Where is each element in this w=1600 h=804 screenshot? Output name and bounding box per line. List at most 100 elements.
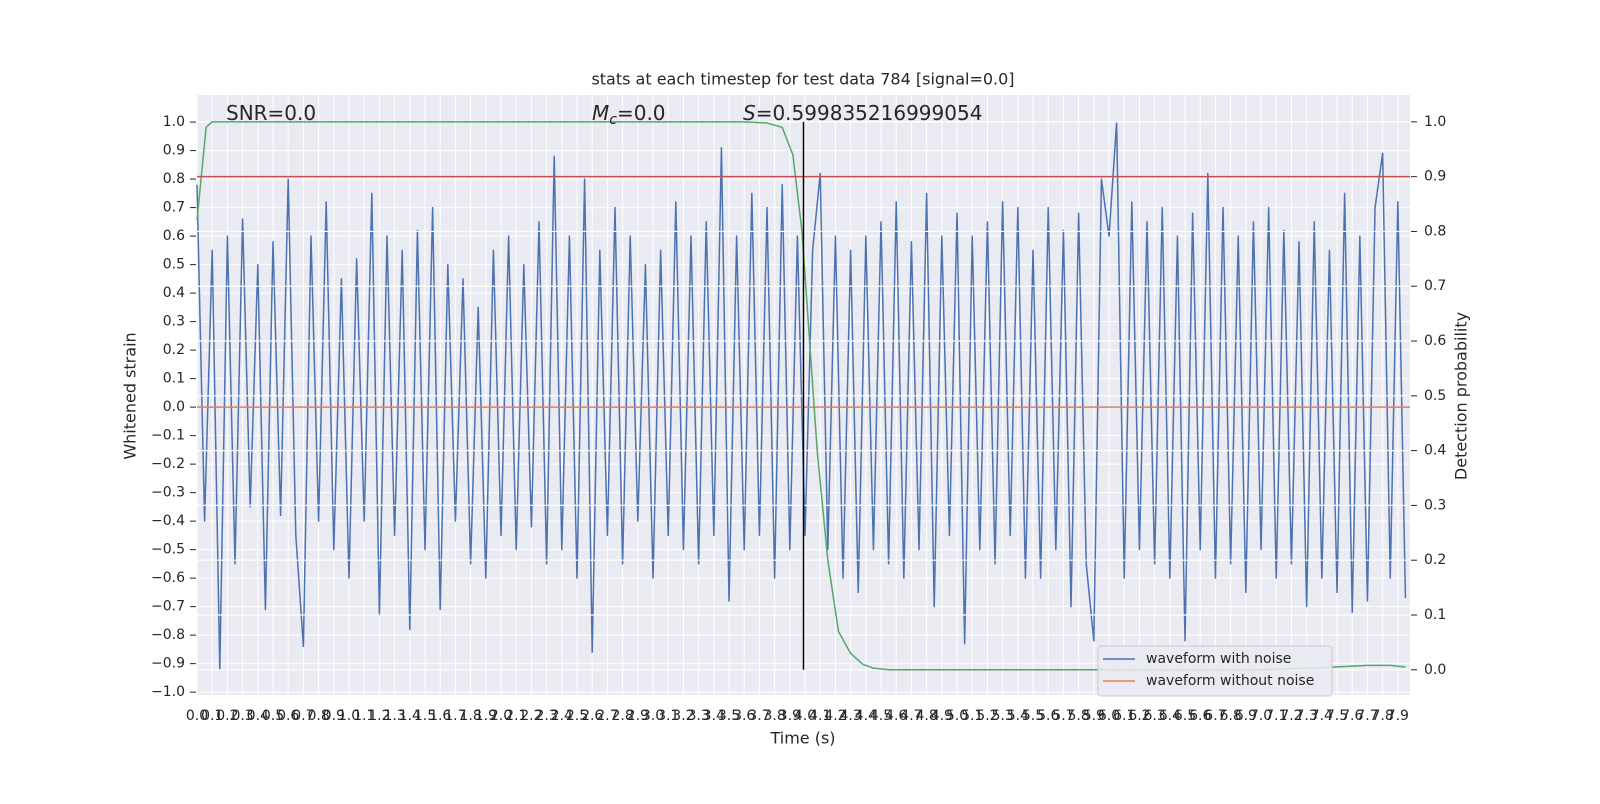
y-tick-label: −0.1 (151, 428, 185, 444)
annotation-text: =0.599835216999054 (756, 101, 983, 125)
x-tick-label: 1.6 (429, 708, 451, 724)
y-tick-label: −0.2 (151, 456, 185, 472)
x-tick-label: 3.9 (779, 708, 801, 724)
x-tick-label: 6.5 (1174, 708, 1196, 724)
x-tick-label: 0.1 (201, 708, 223, 724)
chart-title: stats at each timestep for test data 784… (591, 70, 1014, 89)
x-tick-label: 6.9 (1235, 708, 1257, 724)
y-tick-label: 0.0 (163, 399, 185, 415)
x-tick-label: 4.4 (855, 708, 877, 724)
y-tick-label: 0.4 (163, 285, 185, 301)
x-tick-label: 6.4 (1159, 708, 1181, 724)
x-tick-label: 7.0 (1250, 708, 1272, 724)
legend-box (1097, 645, 1333, 697)
x-tick-label: 6.3 (1143, 708, 1165, 724)
x-tick-label: 7.9 (1387, 708, 1409, 724)
x-tick-label: 3.0 (642, 708, 664, 724)
y2-tick-label: 0.2 (1424, 552, 1446, 568)
annotation: SNR=0.0 (226, 101, 316, 125)
x-tick-label: 7.3 (1296, 708, 1318, 724)
x-tick-label: 6.0 (1098, 708, 1120, 724)
annotation-text: SNR=0.0 (226, 101, 316, 125)
x-tick-label: 1.9 (475, 708, 497, 724)
y-tick-label: 0.2 (163, 342, 185, 358)
x-tick-label: 3.7 (748, 708, 770, 724)
y-tick-label: 0.1 (163, 371, 185, 387)
x-tick-label: 7.7 (1356, 708, 1378, 724)
x-tick-label: 1.2 (368, 708, 390, 724)
x-tick-label: 6.2 (1128, 708, 1150, 724)
x-tick-label: 3.6 (733, 708, 755, 724)
legend-label: waveform without noise (1146, 673, 1314, 689)
annotation: S=0.599835216999054 (743, 101, 982, 125)
x-tick-label: 5.3 (991, 708, 1013, 724)
annotation-symbol: M (592, 101, 609, 125)
y-tick-label: −0.5 (151, 542, 185, 558)
y-tick-label: 1.0 (163, 114, 185, 130)
x-tick-label: 4.1 (809, 708, 831, 724)
y2-tick-label: 0.4 (1424, 443, 1446, 459)
x-tick-label: 2.4 (551, 708, 573, 724)
x-tick-label: 1.4 (399, 708, 421, 724)
y2-tick-label: 0.0 (1424, 662, 1446, 678)
x-tick-label: 7.5 (1326, 708, 1348, 724)
x-tick-label: 7.8 (1372, 708, 1394, 724)
x-tick-label: 2.6 (581, 708, 603, 724)
x-tick-label: 2.8 (611, 708, 633, 724)
y2-tick-label: 1.0 (1424, 114, 1446, 130)
x-tick-label: 0.2 (216, 708, 238, 724)
annotation-subscript: c (609, 112, 617, 128)
x-tick-label: 7.6 (1341, 708, 1363, 724)
x-tick-label: 2.0 (490, 708, 512, 724)
x-tick-label: 5.6 (1037, 708, 1059, 724)
x-tick-label: 1.1 (353, 708, 375, 724)
x-tick-label: 3.3 (687, 708, 709, 724)
x-tick-label: 6.1 (1113, 708, 1135, 724)
y-tick-label: −0.9 (151, 656, 185, 672)
x-tick-label: 5.7 (1052, 708, 1074, 724)
y-axis-label: Whitened strain (121, 332, 140, 459)
annotation: Mc=0.0 (592, 101, 666, 129)
y-tick-label: −0.7 (151, 599, 185, 615)
x-tick-label: 6.6 (1189, 708, 1211, 724)
x-axis-label: Time (s) (769, 729, 835, 748)
y-tick-label: −0.6 (151, 570, 185, 586)
y2-tick-label: 0.3 (1424, 497, 1446, 513)
y-tick-label: 0.3 (163, 314, 185, 330)
x-tick-label: 1.3 (383, 708, 405, 724)
y2-tick-label: 0.9 (1424, 169, 1446, 185)
x-tick-label: 0.5 (262, 708, 284, 724)
y2-tick-label: 0.6 (1424, 333, 1446, 349)
x-tick-label: 7.2 (1280, 708, 1302, 724)
x-tick-label: 0.8 (307, 708, 329, 724)
x-tick-label: 6.7 (1204, 708, 1226, 724)
x-tick-label: 4.0 (794, 708, 816, 724)
y-tick-label: 0.7 (163, 200, 185, 216)
x-tick-label: 0.6 (277, 708, 299, 724)
x-tick-label: 0.4 (247, 708, 269, 724)
y-tick-label: −0.4 (151, 513, 185, 529)
x-tick-label: 1.0 (338, 708, 360, 724)
y-tick-label: −1.0 (151, 684, 185, 700)
x-tick-label: 4.6 (885, 708, 907, 724)
x-tick-label: 3.5 (718, 708, 740, 724)
x-tick-label: 4.9 (931, 708, 953, 724)
x-tick-label: 1.8 (459, 708, 481, 724)
x-tick-label: 4.8 (915, 708, 937, 724)
x-tick-label: 2.2 (520, 708, 542, 724)
x-tick-label: 6.8 (1220, 708, 1242, 724)
x-tick-label: 4.7 (900, 708, 922, 724)
x-tick-label: 5.8 (1067, 708, 1089, 724)
x-tick-label: 2.9 (627, 708, 649, 724)
x-tick-label: 3.4 (703, 708, 725, 724)
x-tick-label: 0.7 (292, 708, 314, 724)
x-tick-label: 1.5 (414, 708, 436, 724)
x-tick-label: 2.3 (535, 708, 557, 724)
y-tick-label: 0.9 (163, 143, 185, 159)
y-tick-label: 0.6 (163, 228, 185, 244)
x-tick-label: 5.0 (946, 708, 968, 724)
data-line (196, 121, 1407, 671)
annotation-symbol: S (743, 101, 756, 125)
